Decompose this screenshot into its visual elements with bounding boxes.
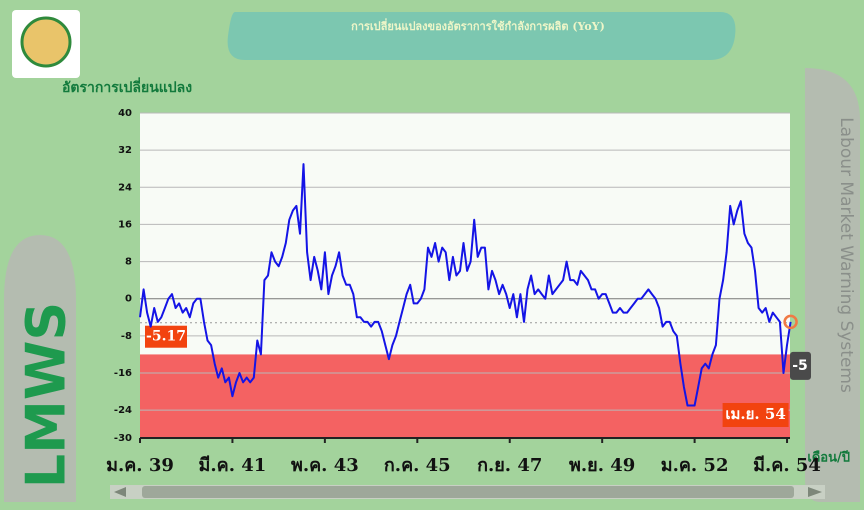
y-tick-label: 0 (125, 294, 132, 305)
x-tick-label: มี.ค. 41 (199, 455, 267, 476)
y-tick-label: -8 (121, 331, 132, 342)
x-tick-label: ม.ค. 52 (661, 455, 729, 476)
right-panel (805, 68, 860, 502)
left-panel (4, 235, 76, 502)
series-line (139, 163, 792, 407)
last-point (783, 314, 798, 330)
title-band (227, 12, 736, 60)
logo-emblem (20, 16, 72, 68)
y-tick-label: 40 (118, 108, 132, 119)
y-tick-label: 16 (118, 219, 132, 230)
y-tick-label: 8 (125, 257, 132, 268)
last-value-box (790, 351, 811, 380)
x-axis-label: เดือน/ปี (807, 450, 850, 466)
y-tick-label: -24 (114, 405, 132, 416)
y-tick-label: -30 (114, 433, 132, 444)
x-tick-label: ม.ค. 39 (106, 455, 174, 476)
y-axis-label: อัตราการเปลี่ยนแปลง (62, 77, 192, 96)
y-tick-label: 32 (118, 145, 132, 156)
last-period-box (722, 403, 789, 427)
x-tick-label: ก.ย. 47 (477, 455, 542, 476)
reference-label: -5.17 (146, 329, 186, 345)
y-tick-label: -16 (114, 368, 132, 379)
scrollbar-thumb[interactable] (142, 486, 794, 498)
x-tick-label: มี.ค. 54 (753, 455, 821, 476)
x-tick-label: พ.ค. 43 (291, 455, 359, 476)
x-tick-label: พ.ย. 49 (569, 455, 635, 476)
last-period-label: เม.ย. 54 (725, 405, 785, 423)
brand: LMWS (15, 302, 78, 489)
y-tick-label: 24 (118, 182, 132, 193)
x-tick-label: ก.ค. 45 (384, 455, 451, 476)
chart-title: การเปลี่ยนแปลงของอัตราการใช้กำลังการผลิต… (351, 18, 605, 33)
side-title: Labour Market Warning Systems (836, 117, 856, 393)
warning-band (140, 354, 790, 438)
reference-label-box (145, 325, 187, 348)
last-value-label: -5 (792, 358, 808, 374)
